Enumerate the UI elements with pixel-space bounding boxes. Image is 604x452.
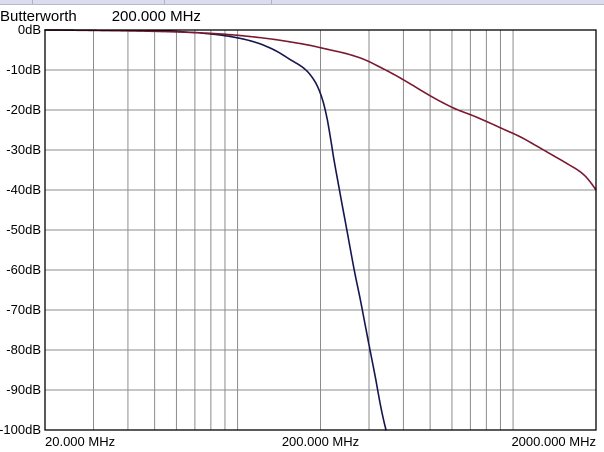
svg-text:2000.000 MHz: 2000.000 MHz — [511, 434, 596, 449]
svg-text:-80dB: -80dB — [6, 342, 41, 357]
svg-text:-50dB: -50dB — [6, 222, 41, 237]
svg-text:-70dB: -70dB — [6, 302, 41, 317]
svg-text:-40dB: -40dB — [6, 182, 41, 197]
svg-text:-60dB: -60dB — [6, 262, 41, 277]
svg-text:-30dB: -30dB — [6, 142, 41, 157]
svg-text:-100dB: -100dB — [0, 422, 41, 437]
svg-text:-10dB: -10dB — [6, 62, 41, 77]
svg-text:-90dB: -90dB — [6, 382, 41, 397]
svg-text:20.000 MHz: 20.000 MHz — [45, 434, 115, 449]
svg-text:200.000 MHz: 200.000 MHz — [282, 434, 359, 449]
svg-text:0dB: 0dB — [18, 22, 41, 37]
svg-text:-20dB: -20dB — [6, 102, 41, 117]
